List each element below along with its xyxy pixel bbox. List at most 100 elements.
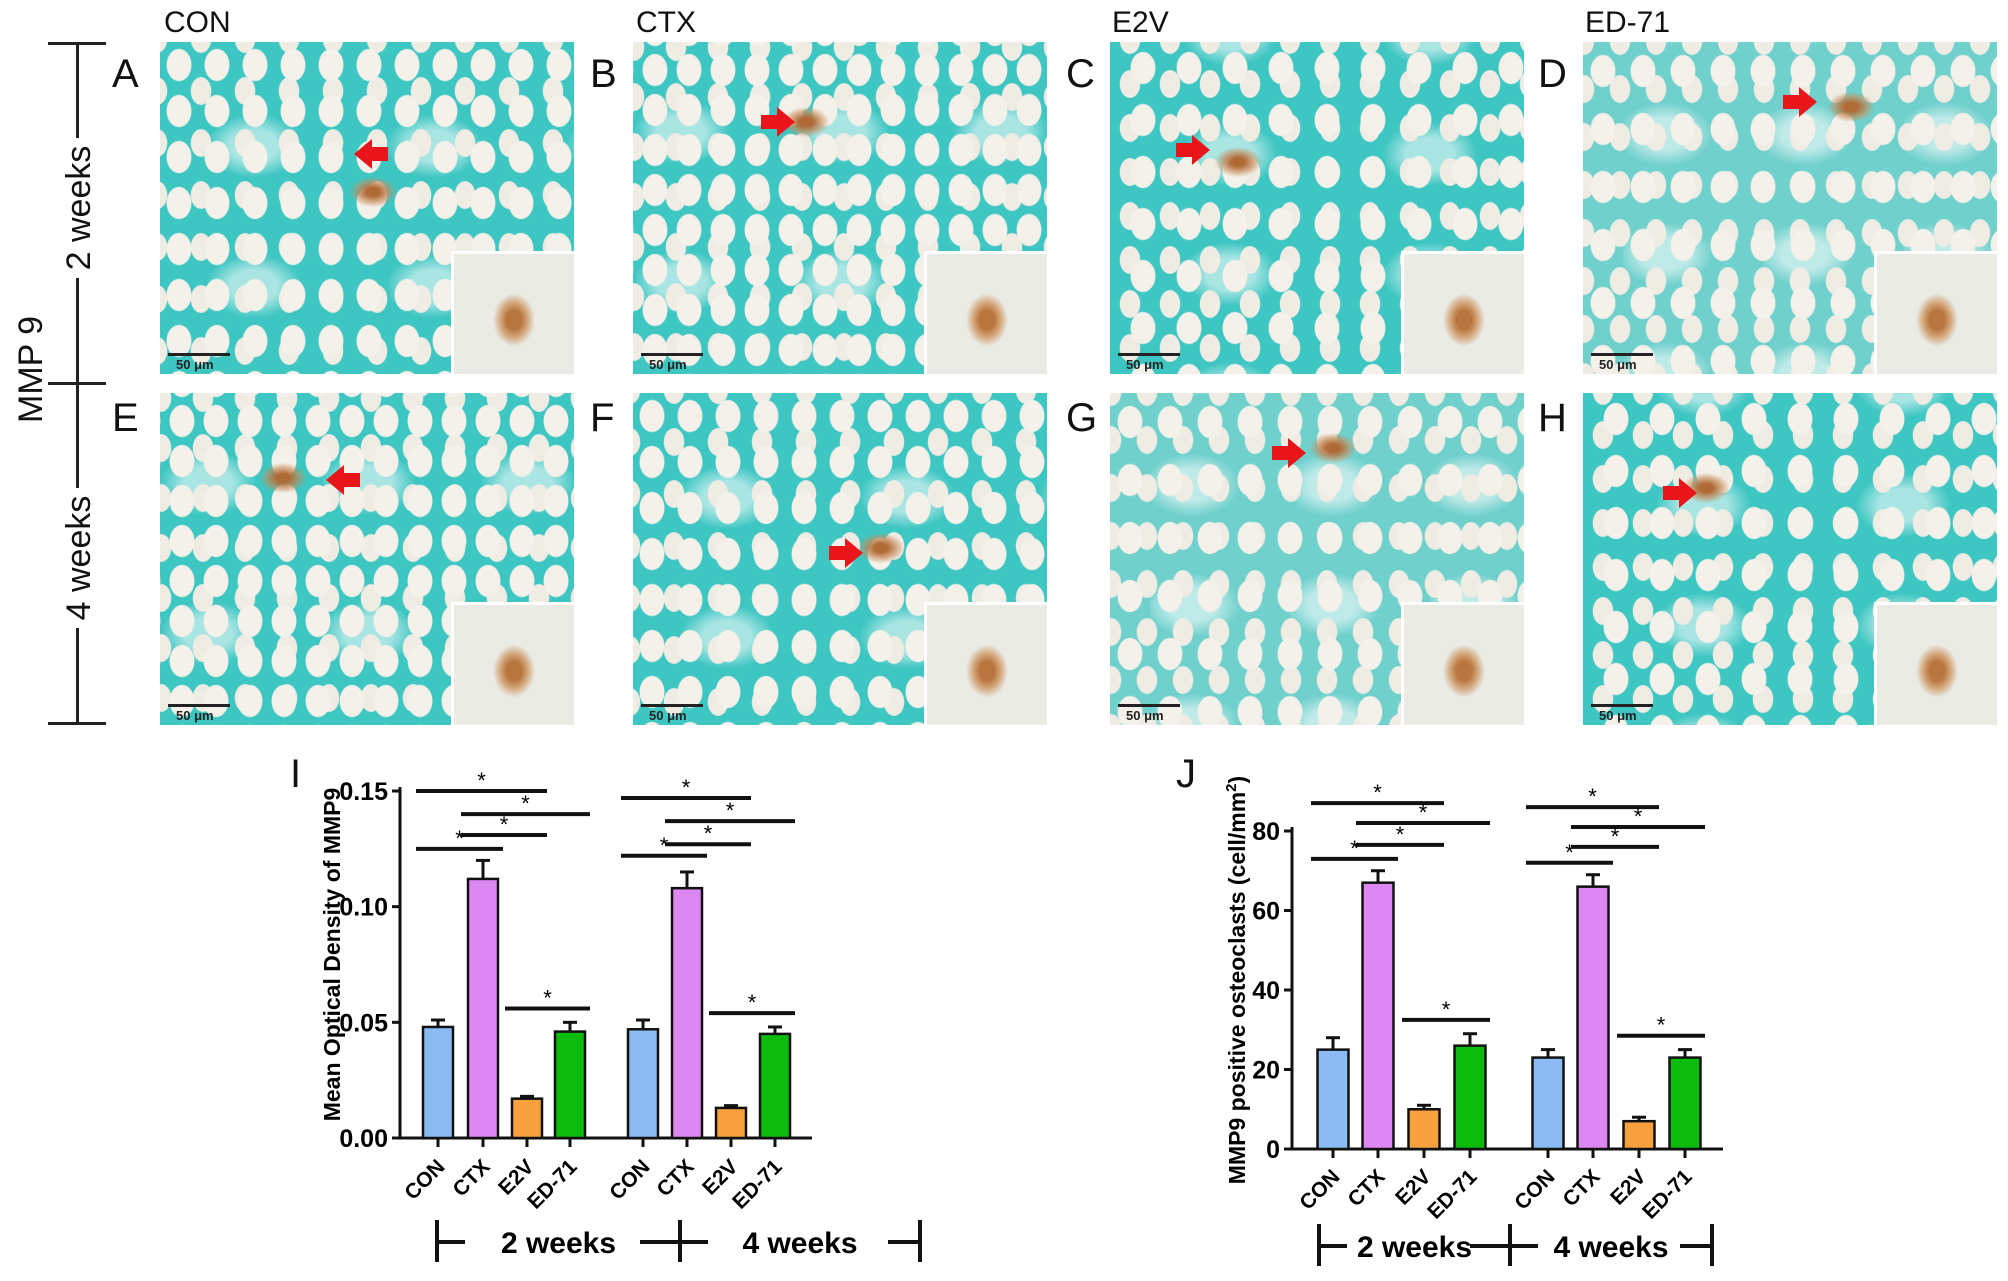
x-tick-label: CON bbox=[400, 1155, 449, 1204]
scale-label: 50 μm bbox=[1126, 357, 1164, 372]
stained-osteoclast bbox=[1310, 433, 1356, 463]
magnified-inset bbox=[1874, 602, 1997, 725]
column-header-ed71: ED-71 bbox=[1585, 6, 1671, 39]
x-tick-label: ED-71 bbox=[728, 1155, 787, 1214]
micrograph-b: 50 μm bbox=[633, 42, 1047, 374]
x-tick-label: CON bbox=[605, 1155, 654, 1204]
significance-star: * bbox=[500, 812, 509, 837]
micrograph-h: 50 μm bbox=[1583, 393, 1997, 725]
scale-label: 50 μm bbox=[1126, 708, 1164, 723]
micrograph-c: 50 μm bbox=[1110, 42, 1524, 374]
row-bracket-mid bbox=[48, 382, 106, 385]
y-axis-label: Mean Optical Density of MMP9 bbox=[319, 788, 345, 1122]
magnified-inset bbox=[1874, 251, 1997, 374]
x-tick-label: CON bbox=[1510, 1165, 1559, 1214]
significance-star: * bbox=[1611, 824, 1620, 849]
micrograph-d: 50 μm bbox=[1583, 42, 1997, 374]
bar-ctx bbox=[1361, 881, 1395, 1151]
scale-label: 50 μm bbox=[1599, 708, 1637, 723]
magnified-inset bbox=[924, 602, 1047, 725]
x-tick-label: ED-71 bbox=[523, 1155, 582, 1214]
x-tick-label: CTX bbox=[653, 1155, 699, 1201]
scale-label: 50 μm bbox=[176, 708, 214, 723]
stained-osteoclast bbox=[1828, 92, 1874, 122]
significance-star: * bbox=[704, 821, 713, 846]
y-tick-label: 0.15 bbox=[339, 778, 388, 806]
scale-label: 50 μm bbox=[649, 708, 687, 723]
scale-label: 50 μm bbox=[649, 357, 687, 372]
scale-bar bbox=[168, 353, 230, 356]
scale-bar bbox=[168, 704, 230, 707]
micrograph-g: 50 μm bbox=[1110, 393, 1524, 725]
bar-con bbox=[421, 1025, 455, 1140]
column-header-ctx: CTX bbox=[636, 6, 696, 39]
scale-bar bbox=[641, 353, 703, 356]
y-tick-label: 40 bbox=[1252, 977, 1280, 1005]
y-tick-label: 20 bbox=[1252, 1057, 1280, 1085]
scale-bar bbox=[1118, 704, 1180, 707]
significance-star: * bbox=[682, 775, 691, 800]
row-bracket-top bbox=[48, 42, 106, 45]
bar-e2v bbox=[1622, 1119, 1656, 1151]
scale-bar bbox=[1118, 353, 1180, 356]
bar-con bbox=[1316, 1048, 1350, 1151]
significance-star: * bbox=[1634, 804, 1643, 829]
magnified-inset bbox=[451, 602, 574, 725]
x-tick-label: CTX bbox=[1559, 1165, 1605, 1211]
y-tick-label: 80 bbox=[1252, 818, 1280, 846]
bar-ctx bbox=[670, 886, 704, 1140]
x-tick-label: ED-71 bbox=[1423, 1165, 1482, 1224]
group-label-4-weeks: 4 weeks bbox=[1553, 1231, 1668, 1264]
significance-star: * bbox=[1565, 840, 1574, 865]
y-axis-label-superscript: 2 bbox=[1223, 783, 1240, 791]
panel-letter-g: G bbox=[1066, 396, 1098, 440]
column-header-e2v: E2V bbox=[1112, 6, 1169, 39]
panel-letter-b: B bbox=[590, 52, 617, 96]
scale-label: 50 μm bbox=[176, 357, 214, 372]
significance-star: * bbox=[1373, 780, 1382, 805]
y-tick-label: 0 bbox=[1266, 1136, 1280, 1164]
panel-letter-e: E bbox=[112, 396, 139, 440]
significance-star: * bbox=[1350, 836, 1359, 861]
y-tick-label: 0.10 bbox=[339, 894, 388, 922]
magnified-inset bbox=[451, 251, 574, 374]
stained-osteoclast bbox=[350, 177, 396, 207]
x-tick-label: ED-71 bbox=[1638, 1165, 1697, 1224]
significance-star: * bbox=[660, 833, 669, 858]
bar-con bbox=[1531, 1056, 1565, 1151]
x-tick-label: CTX bbox=[449, 1155, 495, 1201]
significance-star: * bbox=[748, 990, 757, 1015]
significance-star: * bbox=[455, 826, 464, 851]
row-bracket-bottom bbox=[48, 722, 106, 725]
scale-label: 50 μm bbox=[1599, 357, 1637, 372]
panel-letter-h: H bbox=[1538, 396, 1567, 440]
x-tick-label: CON bbox=[1295, 1165, 1344, 1214]
significance-star: * bbox=[1657, 1013, 1666, 1038]
stained-osteoclast bbox=[858, 533, 904, 563]
panel-letter-d: D bbox=[1538, 52, 1567, 96]
bar-e2v bbox=[510, 1097, 544, 1140]
y-tick-label: 0.05 bbox=[339, 1009, 388, 1037]
panel-letter-a: A bbox=[112, 52, 139, 96]
scale-bar bbox=[1591, 704, 1653, 707]
column-header-con: CON bbox=[164, 6, 231, 39]
stained-osteoclast bbox=[1215, 147, 1261, 177]
significance-star: * bbox=[1419, 800, 1428, 825]
bar-con bbox=[626, 1028, 660, 1140]
significance-star: * bbox=[1442, 997, 1451, 1022]
micrograph-f: 50 μm bbox=[633, 393, 1047, 725]
bar-ed-71 bbox=[1668, 1056, 1702, 1151]
scale-bar bbox=[1591, 353, 1653, 356]
group-label-2-weeks: 2 weeks bbox=[501, 1227, 616, 1260]
y-tick-label: 60 bbox=[1252, 898, 1280, 926]
panel-letter-f: F bbox=[590, 396, 615, 440]
micrograph-a: 50 μm bbox=[160, 42, 574, 374]
bar-ctx bbox=[466, 877, 500, 1140]
y-axis-label-end: ) bbox=[1224, 776, 1250, 784]
significance-star: * bbox=[1396, 822, 1405, 847]
bar-ed-71 bbox=[758, 1032, 792, 1140]
panel-letter-j: J bbox=[1176, 752, 1196, 796]
significance-star: * bbox=[726, 798, 735, 823]
group-label-4-weeks: 4 weeks bbox=[742, 1227, 857, 1260]
